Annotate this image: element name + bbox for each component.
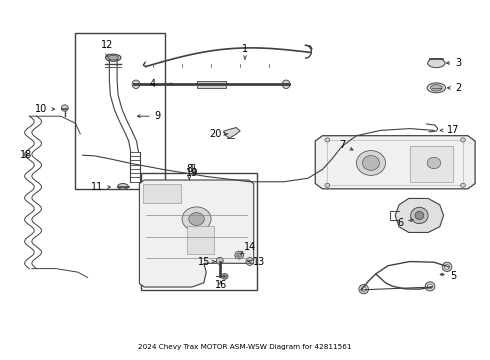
Ellipse shape [415,211,424,220]
Text: 13: 13 [248,257,266,266]
Bar [327,140,463,185]
Ellipse shape [411,207,428,224]
Ellipse shape [425,282,435,291]
Ellipse shape [363,156,379,170]
Text: 17: 17 [440,125,460,135]
Text: 12: 12 [101,40,113,57]
Text: 7: 7 [339,140,353,150]
Ellipse shape [182,207,211,231]
Polygon shape [139,180,254,287]
Ellipse shape [461,138,465,142]
Ellipse shape [105,54,121,61]
Text: 4: 4 [150,79,173,89]
Ellipse shape [221,274,228,279]
Ellipse shape [428,284,433,289]
Text: 5: 5 [440,271,457,281]
Bar [75,33,165,189]
Ellipse shape [461,183,465,188]
Text: 2024 Chevy Trax MOTOR ASM-WSW Diagram for 42811561: 2024 Chevy Trax MOTOR ASM-WSW Diagram fo… [138,343,352,350]
Text: 2: 2 [447,83,461,93]
Ellipse shape [223,275,226,278]
Ellipse shape [246,258,254,265]
Text: 1: 1 [242,44,248,59]
Bar [141,173,257,290]
Ellipse shape [427,157,441,168]
Text: 14: 14 [241,242,256,254]
Ellipse shape [108,55,119,60]
Text: 3: 3 [446,58,461,68]
Text: 20: 20 [210,129,228,139]
Text: 6: 6 [397,217,413,228]
Ellipse shape [282,80,290,89]
Text: 8: 8 [186,165,193,180]
Bar [196,81,225,88]
Ellipse shape [325,138,330,142]
Ellipse shape [427,83,445,93]
Ellipse shape [235,251,244,259]
Ellipse shape [325,183,330,188]
Ellipse shape [431,85,442,91]
Ellipse shape [61,105,68,111]
Ellipse shape [192,168,196,173]
Text: 19: 19 [186,165,198,178]
Bar [143,184,181,203]
Ellipse shape [237,253,242,257]
Ellipse shape [361,287,366,292]
Ellipse shape [217,257,223,264]
Ellipse shape [359,284,368,294]
Polygon shape [395,198,443,233]
Polygon shape [315,136,475,189]
Text: 18: 18 [20,150,32,160]
Text: 11: 11 [91,182,110,192]
Ellipse shape [132,80,140,89]
Text: 9: 9 [137,111,161,121]
Ellipse shape [442,262,452,271]
Polygon shape [223,127,240,138]
Ellipse shape [428,58,445,68]
Ellipse shape [356,150,386,175]
Ellipse shape [444,265,449,269]
Bar [187,226,214,255]
Text: 15: 15 [197,257,216,266]
Bar [410,146,453,182]
Ellipse shape [189,213,204,225]
Text: 16: 16 [215,280,227,289]
Ellipse shape [118,184,128,189]
Text: 10: 10 [35,104,54,114]
